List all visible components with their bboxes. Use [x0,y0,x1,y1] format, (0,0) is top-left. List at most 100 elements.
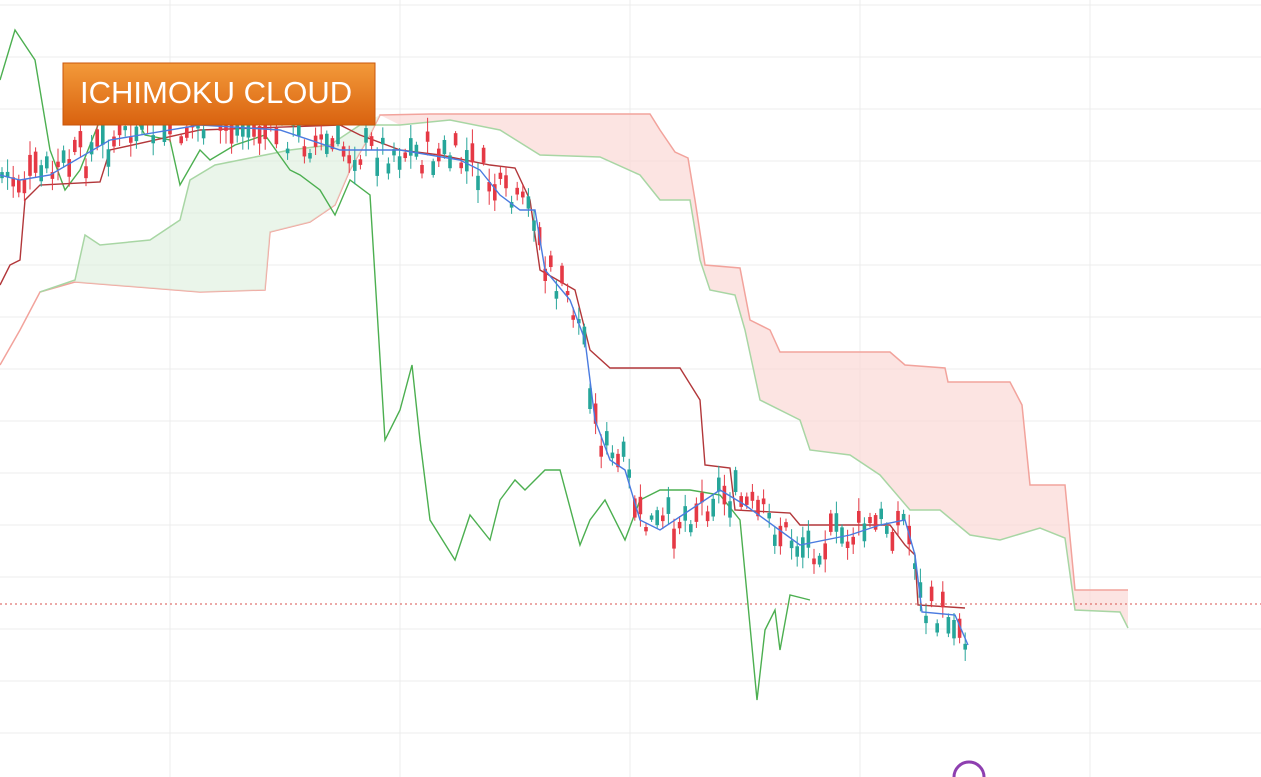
candle-body [487,182,491,192]
candle-body [386,163,391,174]
candle-body [453,133,458,146]
candle-body [823,543,827,560]
candle-body [347,155,351,164]
candle-body [873,515,878,530]
candle-body [840,527,844,544]
candle-body [913,563,917,570]
candle-body [773,534,777,546]
candle-body [616,453,620,468]
candle-body [750,491,755,501]
candle-body [941,591,945,608]
candle-body [543,268,547,281]
candle-body [229,123,234,144]
candle-body [45,156,49,169]
candle-body [481,147,486,163]
candle-body [39,165,43,182]
candle-body [504,175,508,189]
candle-body [834,513,839,532]
candle-body [498,172,503,179]
candle-body [633,498,637,518]
candle-body [134,126,139,142]
candle-body [761,498,766,505]
base-line [0,124,966,609]
candle-body [5,171,10,178]
candle-body [661,515,665,522]
candle-body [179,136,183,144]
candle-body [358,159,363,165]
candle-body [963,643,967,650]
candle-body [745,496,749,505]
candle-body [470,143,475,163]
cloud-bullish [75,115,380,292]
candle-body [896,510,900,526]
candle-body [946,617,951,634]
candle-body [767,513,771,519]
candle-body [862,523,867,542]
candle-body [521,191,525,198]
candle-body [700,492,704,503]
candle-body [666,497,671,514]
candle-body [369,136,374,146]
candle-body [789,540,794,549]
candle-body [257,126,262,144]
candle-body [50,172,55,179]
candle-body [493,184,497,201]
candle-body [627,469,631,478]
candle-body [95,129,99,147]
candle-body [588,388,592,410]
candle-body [935,623,939,633]
badge [62,62,376,126]
candle-body [437,148,441,162]
candle-body [599,445,603,457]
candle-body [397,156,402,170]
candle-body [403,152,407,159]
candle-body [554,291,559,299]
candle-body [829,513,833,532]
candle-body [532,220,536,231]
candles [0,91,967,661]
candle-body [901,513,906,521]
candle-body [689,524,693,533]
candle-body [465,150,469,172]
candle-body [817,555,822,565]
candle-body [117,118,122,136]
candle-body [409,138,413,156]
candle-body [101,125,105,145]
candle-body [694,503,699,522]
candle-body [549,255,553,268]
candle-body [845,541,850,548]
candle-body [61,150,66,163]
candle-body [733,470,738,493]
candle-body [857,510,861,523]
candle-body [112,136,116,147]
candle-body [957,618,962,638]
candle-body [336,124,340,145]
candle-body [952,619,956,639]
candle-body [297,121,301,136]
candle-body [448,155,452,169]
candle-body [17,179,21,193]
candle-body [151,135,155,144]
candle-body [806,530,811,548]
candle-body [162,122,167,143]
candle-body [593,403,598,424]
candle-body [621,441,626,457]
candle-body [605,431,609,446]
candle-body [353,160,357,171]
candle-body [246,122,251,138]
candle-body [644,527,648,532]
candle-body [476,175,480,191]
candle-body [392,149,396,156]
candle-body [381,137,385,145]
icon [952,760,986,777]
candle-body [717,477,721,492]
candle-body [364,128,368,143]
candle-body [795,546,799,557]
candle-body [509,202,514,208]
candle-body [924,615,928,624]
candle-body [201,129,206,139]
candle-body [526,196,531,209]
candle-body [84,166,88,179]
candle-body [711,498,715,517]
candle-body [571,315,575,320]
